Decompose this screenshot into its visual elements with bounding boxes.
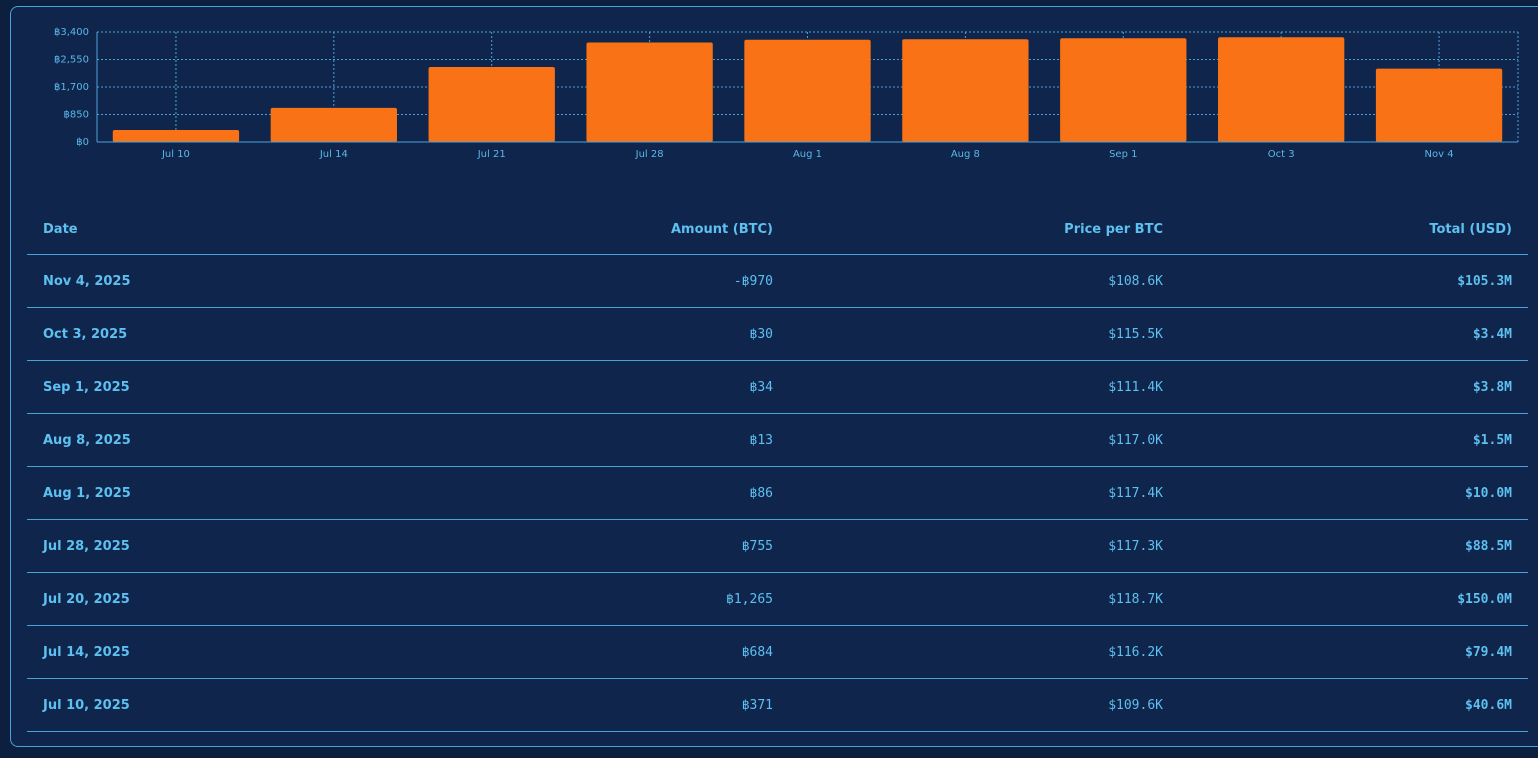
table-row: Jul 10, 2025 ฿371 $109.6K $40.6M <box>27 679 1528 732</box>
cell: $116.2K <box>1108 644 1163 660</box>
cell: Aug 8, 2025 <box>43 432 131 448</box>
x-tick-label: Nov 4 <box>1425 149 1454 160</box>
cell: ฿34 <box>749 379 773 395</box>
table-row: Aug 1, 2025 ฿86 $117.4K $10.0M <box>27 467 1528 520</box>
cell: $105.3M <box>1457 273 1512 289</box>
cell: $115.5K <box>1108 326 1163 342</box>
cell: $40.6M <box>1465 697 1512 713</box>
table-row: Jul 14, 2025 ฿684 $116.2K $79.4M <box>27 626 1528 679</box>
x-tick-label: Jul 28 <box>635 149 664 160</box>
x-tick-label: Jul 10 <box>161 149 190 160</box>
cell: ฿755 <box>741 538 773 554</box>
cell: $3.4M <box>1472 326 1512 342</box>
x-tick-label: Jul 21 <box>477 149 506 160</box>
cell: Jul 14, 2025 <box>43 644 130 660</box>
cell: $10.0M <box>1465 485 1512 501</box>
bar <box>270 107 397 142</box>
bar <box>112 129 240 142</box>
table-row: Sep 1, 2025 ฿34 $111.4K $3.8M <box>27 361 1528 414</box>
cell: $117.0K <box>1108 432 1163 448</box>
cell: $1.5M <box>1472 432 1512 448</box>
cell: Jul 10, 2025 <box>43 697 130 713</box>
y-tick-label: ฿0 <box>76 137 89 148</box>
x-tick-label: Sep 1 <box>1109 149 1137 160</box>
x-tick-label: Jul 14 <box>319 149 348 160</box>
cell: Oct 3, 2025 <box>43 326 128 342</box>
bar <box>586 42 713 142</box>
cell: $3.8M <box>1472 379 1512 395</box>
cell: Aug 1, 2025 <box>43 485 131 501</box>
y-tick-label: ฿2,550 <box>54 55 89 66</box>
cell: Jul 28, 2025 <box>43 538 130 554</box>
cell: Jul 20, 2025 <box>43 591 130 607</box>
cell: $79.4M <box>1465 644 1512 660</box>
cell: Date <box>43 222 78 237</box>
header-row: Date Amount (BTC) Price per BTC Total (USD) <box>27 205 1528 255</box>
cell: ฿86 <box>749 485 773 501</box>
cell: Amount (BTC) <box>671 222 773 237</box>
cell: $109.6K <box>1108 697 1163 713</box>
cell: ฿684 <box>741 644 773 660</box>
table-row: Jul 20, 2025 ฿1,265 $118.7K $150.0M <box>27 573 1528 626</box>
cell: ฿13 <box>749 432 773 448</box>
chart: ฿0 ฿850 ฿1,700 ฿2,550 ฿3,400 Jul 10 Jul 14 Jul … <box>54 27 1519 160</box>
table: Date Amount (BTC) Price per BTC Total (USD)… <box>27 205 1528 732</box>
cell: Total (USD) <box>1429 222 1512 237</box>
cell: $117.3K <box>1108 538 1163 554</box>
cell: Sep 1, 2025 <box>43 379 130 395</box>
table-row: Jul 28, 2025 ฿755 $117.3K $88.5M <box>27 520 1528 573</box>
y-tick-label: ฿850 <box>64 110 89 121</box>
cell: ฿1,265 <box>726 591 773 607</box>
x-tick-label: Aug 1 <box>793 149 822 160</box>
table-row: Oct 3, 2025 ฿30 $115.5K $3.4M <box>27 308 1528 361</box>
bar <box>428 66 555 142</box>
table-row: Aug 8, 2025 ฿13 $117.0K $1.5M <box>27 414 1528 467</box>
cell: $111.4K <box>1108 379 1163 395</box>
bar <box>902 39 1029 142</box>
bar <box>744 39 871 142</box>
bar <box>1375 68 1503 142</box>
cell: $150.0M <box>1457 591 1512 607</box>
bar <box>1060 38 1187 143</box>
cell: Nov 4, 2025 <box>43 273 131 289</box>
x-tick-label: Aug 8 <box>951 149 980 160</box>
cell: Price per BTC <box>1064 222 1163 237</box>
cell: $108.6K <box>1108 273 1163 289</box>
cell: -฿970 <box>733 273 773 289</box>
bar <box>1218 37 1345 142</box>
y-tick-label: ฿1,700 <box>54 82 89 93</box>
cell: ฿371 <box>741 697 773 713</box>
x-tick-label: Oct 3 <box>1268 149 1295 160</box>
y-tick-label: ฿3,400 <box>54 27 89 38</box>
cell: $117.4K <box>1108 485 1163 501</box>
table-row: Nov 4, 2025 -฿970 $108.6K $105.3M <box>27 255 1528 308</box>
cell: ฿30 <box>749 326 773 342</box>
cell: $118.7K <box>1108 591 1163 607</box>
cell: $88.5M <box>1465 538 1512 554</box>
